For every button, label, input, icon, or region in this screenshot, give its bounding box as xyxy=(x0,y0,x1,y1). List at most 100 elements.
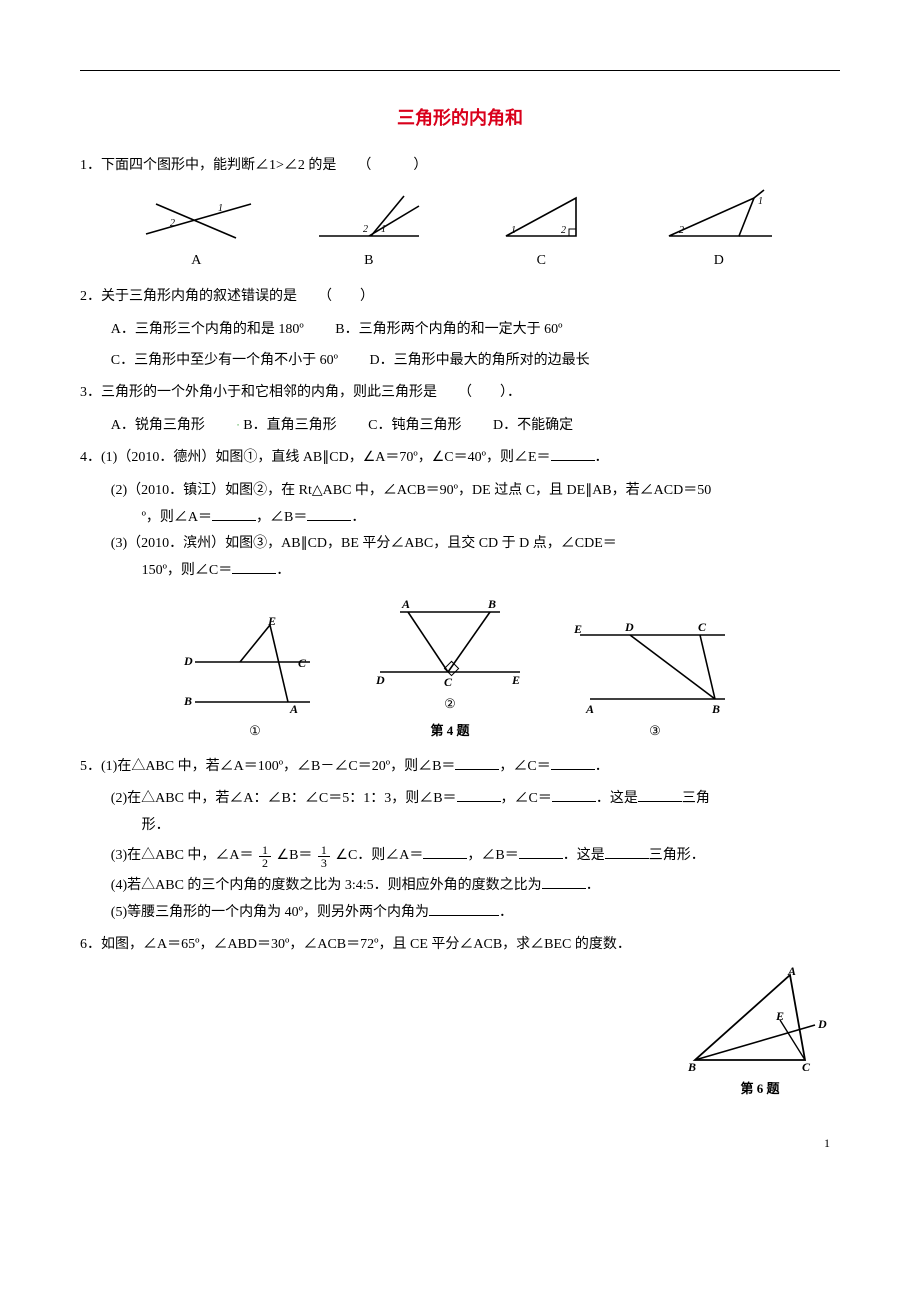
period: ． xyxy=(499,905,513,920)
svg-text:C: C xyxy=(298,656,307,670)
q5-p4a: (4)若△ABC 的三个内角的度数之比为 3:4:5．则相应外角的度数之比为 xyxy=(111,878,542,893)
svg-text:A: A xyxy=(787,965,796,978)
svg-text:A: A xyxy=(585,702,594,716)
q2-row2: C．三角形中至少有一个角不小于 60º D．三角形中最大的角所对的边最长 xyxy=(80,348,840,375)
frac-n: 1 xyxy=(259,844,271,857)
q4-caption: 第 4 题 xyxy=(370,719,530,744)
svg-text:1: 1 xyxy=(758,196,763,207)
page-title: 三角形的内角和 xyxy=(80,101,840,135)
blank xyxy=(457,787,501,802)
q1-label-b: B xyxy=(309,248,429,275)
svg-text:C: C xyxy=(698,620,707,634)
svg-text:C: C xyxy=(802,1060,811,1074)
q4-p1: 4．(1)（2010．德州）如图①，直线 AB∥CD，∠A＝70º，∠C＝40º… xyxy=(80,445,840,472)
period: ． xyxy=(351,510,365,525)
q3-stem: 3．三角形的一个外角小于和它相邻的内角，则此三角形是 （ ）． xyxy=(80,380,840,407)
q2-opt-a: A．三角形三个内角的和是 180º xyxy=(111,317,304,344)
svg-text:1: 1 xyxy=(381,224,386,235)
period: ． xyxy=(276,563,290,578)
q4-fig-1: E D C B A ① xyxy=(180,617,330,744)
blank xyxy=(542,874,586,889)
svg-text:B: B xyxy=(687,1060,696,1074)
fraction-1-2: 12 xyxy=(259,844,271,869)
q6-stem: 6．如图，∠A＝65º，∠ABD＝30º，∠ACB＝72º，且 CE 平分∠AC… xyxy=(80,932,840,959)
svg-text:D: D xyxy=(817,1017,827,1031)
q1-stem: 1．下面四个图形中，能判断∠1>∠2 的是 （ ） xyxy=(80,153,840,180)
q5-p2d: 三角 xyxy=(682,791,710,806)
q1-fig-a: 1 2 A xyxy=(136,186,256,275)
svg-text:D: D xyxy=(375,673,385,687)
q5-p3f: 三角形． xyxy=(649,848,705,863)
q5-p3c: ∠C．则∠A＝ xyxy=(335,848,423,863)
q4-figures: E D C B A ① A B D C E ② 第 4 题 xyxy=(80,590,840,743)
svg-text:E: E xyxy=(267,617,276,628)
blank xyxy=(551,446,595,461)
frac-d: 3 xyxy=(318,857,330,869)
period: ． xyxy=(595,450,609,465)
svg-text:E: E xyxy=(573,622,582,636)
q4-p2b-row: º，则∠A＝，∠B＝． xyxy=(80,505,840,532)
q5-p2: (2)在△ABC 中，若∠A：∠B：∠C＝5：1：3，则∠B＝ ，∠C＝ ．这是 三角 xyxy=(80,786,840,813)
q4-fig-3: E D C A B ③ xyxy=(570,617,740,744)
q6-caption: 第 6 题 xyxy=(680,1077,840,1102)
blank xyxy=(552,787,596,802)
q5-p2c: ．这是 xyxy=(596,791,638,806)
q5-p3: (3)在△ABC 中，∠A＝ 12 ∠B＝ 13 ∠C．则∠A＝，∠B＝．这是三… xyxy=(80,839,840,873)
svg-text:A: A xyxy=(401,597,410,611)
blank xyxy=(423,844,467,859)
q5-p3b: ∠B＝ xyxy=(277,848,313,863)
q5-p3a: (3)在△ABC 中，∠A＝ xyxy=(111,848,254,863)
fraction-1-3: 13 xyxy=(318,844,330,869)
q5-p1a: 5．(1)在△ABC 中，若∠A＝100º，∠B－∠C＝20º，则∠B＝ xyxy=(80,759,455,774)
q2-opt-d: D．三角形中最大的角所对的边最长 xyxy=(369,348,589,375)
svg-text:B: B xyxy=(487,597,496,611)
blank xyxy=(638,787,682,802)
q4-label-2: ② xyxy=(370,692,530,717)
svg-text:2: 2 xyxy=(679,225,684,236)
q3-opt-a: A．锐角三角形 xyxy=(111,413,205,440)
q5-p1: 5．(1)在△ABC 中，若∠A＝100º，∠B－∠C＝20º，则∠B＝ ，∠C＝… xyxy=(80,754,840,781)
q5-p2b: ，∠C＝ xyxy=(501,791,552,806)
q1-label-a: A xyxy=(136,248,256,275)
q1-fig-b: 2 1 B xyxy=(309,186,429,275)
q5-p5a: (5)等腰三角形的一个内角为 40º，则另外两个内角为 xyxy=(111,905,429,920)
q5-p2e: 形． xyxy=(142,818,170,833)
q5-p3e: ．这是 xyxy=(563,848,605,863)
blank xyxy=(605,844,649,859)
q5-p2e-row: 形． xyxy=(80,813,840,840)
q2-opt-c: C．三角形中至少有一个角不小于 60º xyxy=(111,348,338,375)
blank xyxy=(232,559,276,574)
q3-opt-d: D．不能确定 xyxy=(493,413,573,440)
svg-text:E: E xyxy=(511,673,520,687)
q1-fig-c: 1 2 C xyxy=(481,186,601,275)
svg-text:B: B xyxy=(711,702,720,716)
dot-icon: · xyxy=(236,420,239,431)
blank xyxy=(307,506,351,521)
q4-p3: (3)（2010．滨州）如图③，AB∥CD，BE 平分∠ABC，且交 CD 于 … xyxy=(80,531,840,558)
q1-fig-d: 1 2 D xyxy=(654,186,784,275)
q4-p3b-row: 150º，则∠C＝ ． xyxy=(80,558,840,585)
q5-p5: (5)等腰三角形的一个内角为 40º，则另外两个内角为 ． xyxy=(80,900,840,927)
q5-p4: (4)若△ABC 的三个内角的度数之比为 3:4:5．则相应外角的度数之比为． xyxy=(80,873,840,900)
svg-text:A: A xyxy=(289,702,298,716)
blank xyxy=(519,844,563,859)
q1-label-c: C xyxy=(481,248,601,275)
q6-figure: A B C D E 第 6 题 xyxy=(680,965,840,1102)
q4-p3b: 150º，则∠C＝ xyxy=(142,563,233,578)
q2-row1: A．三角形三个内角的和是 180º B．三角形两个内角的和一定大于 60º xyxy=(80,317,840,344)
q1-label-d: D xyxy=(654,248,784,275)
q3-options: A．锐角三角形 · B．直角三角形 C．钝角三角形 D．不能确定 xyxy=(80,413,840,440)
svg-text:E: E xyxy=(775,1009,784,1023)
q5-p2a: (2)在△ABC 中，若∠A：∠B：∠C＝5：1：3，则∠B＝ xyxy=(111,791,457,806)
svg-text:D: D xyxy=(624,620,634,634)
q5-p1b: ，∠C＝ xyxy=(499,759,550,774)
svg-text:1: 1 xyxy=(511,225,516,236)
top-rule xyxy=(80,70,840,71)
frac-d: 2 xyxy=(259,857,271,869)
q6-figure-wrap: A B C D E 第 6 题 xyxy=(80,965,840,1102)
q4-p1-text: 4．(1)（2010．德州）如图①，直线 AB∥CD，∠A＝70º，∠C＝40º… xyxy=(80,450,551,465)
page-number: 1 xyxy=(80,1132,840,1155)
blank xyxy=(429,901,499,916)
blank xyxy=(455,755,499,770)
svg-text:2: 2 xyxy=(561,225,566,236)
